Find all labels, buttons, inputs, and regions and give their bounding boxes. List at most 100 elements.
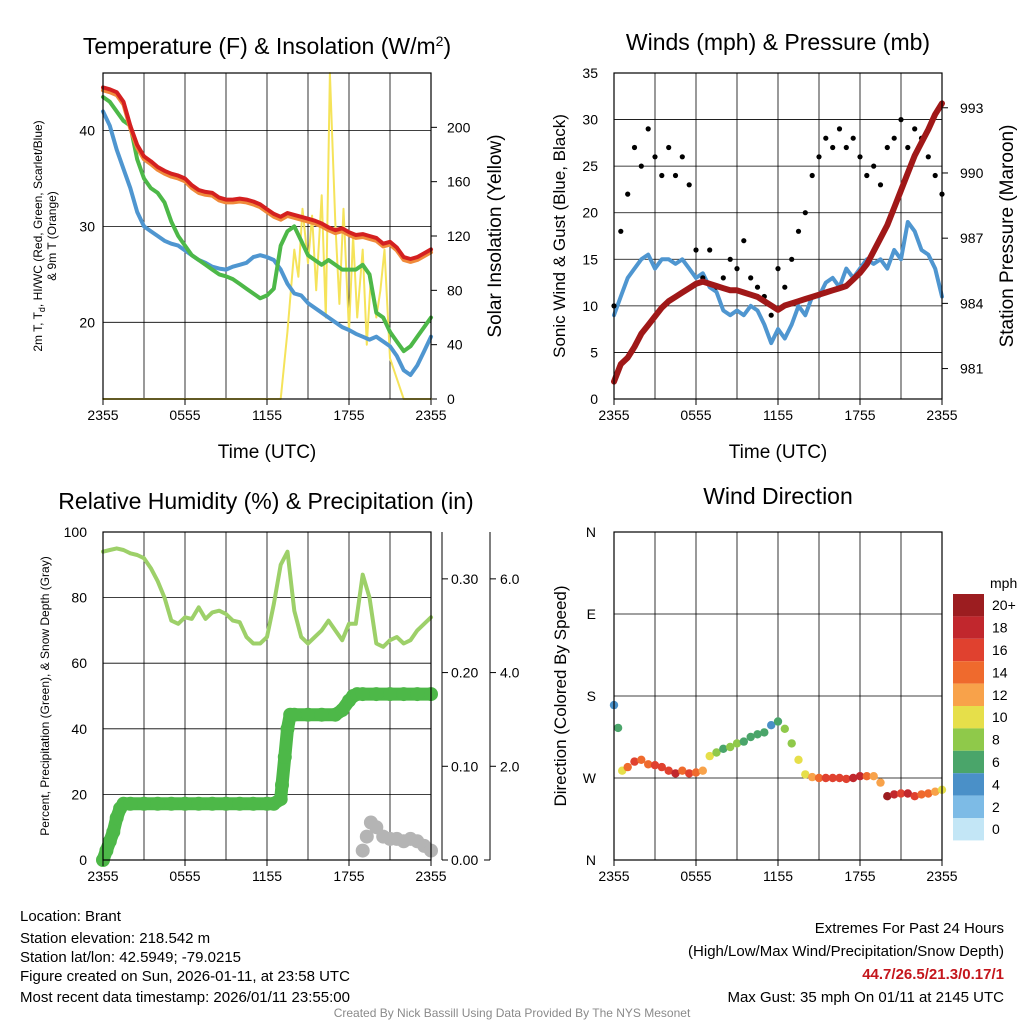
y-right-tick-label: 993 — [960, 100, 984, 116]
precipitation-point — [287, 707, 302, 722]
direction-point — [862, 772, 871, 781]
snow-tick-label: 4.0 — [500, 665, 520, 681]
y-right-tick-label: 0 — [447, 391, 455, 407]
direction-point — [623, 762, 632, 772]
relative-humidity-line — [101, 546, 433, 649]
x-axis-label: Time (UTC) — [218, 442, 317, 463]
gust-point — [693, 247, 699, 253]
legend-label: 18 — [992, 620, 1008, 636]
gust-point — [652, 154, 658, 160]
y-axis-label: Percent, Precipitation (Green), & Snow D… — [38, 556, 52, 835]
direction-point — [801, 770, 810, 779]
snow-tick-label: 2.0 — [500, 758, 520, 774]
y-tick-label: 20 — [79, 314, 95, 330]
gust-point — [754, 284, 761, 290]
legend-swatch — [953, 818, 984, 841]
x-tick-label: 0555 — [680, 407, 711, 423]
x-tick-label: 1755 — [333, 407, 364, 423]
precipitation-point — [123, 796, 138, 811]
legend-title: mph — [990, 575, 1017, 591]
gust-point — [850, 135, 856, 141]
direction-point — [732, 739, 742, 748]
legend-label: 12 — [992, 687, 1008, 703]
gust-point — [741, 238, 747, 244]
x-tick-label: 0555 — [169, 868, 200, 884]
y-tick-label: 20 — [582, 205, 598, 221]
direction-point — [671, 769, 680, 778]
x-tick-label: 1155 — [252, 868, 282, 884]
direction-point — [821, 773, 830, 783]
y-tick-label: 80 — [71, 590, 87, 606]
title-close: ) — [443, 33, 451, 59]
x-tick-label: 1155 — [252, 407, 282, 423]
precipitation-point — [383, 687, 397, 702]
panel-title: Relative Humidity (%) & Precipitation (i… — [58, 488, 473, 514]
precipitation-point — [275, 778, 289, 792]
y-right-tick-label: 981 — [960, 361, 984, 377]
gust-point — [905, 144, 911, 151]
snow-depth-point — [355, 843, 370, 858]
solar-insolation-line — [102, 72, 432, 400]
direction-point — [814, 773, 824, 783]
gust-point — [884, 144, 890, 151]
direction-point — [842, 774, 851, 784]
gust-point — [782, 284, 788, 290]
y-right-tick-label: 80 — [447, 282, 463, 298]
series-line-td — [101, 109, 433, 377]
direction-point — [650, 761, 660, 770]
y-right-tick-label: 990 — [960, 165, 984, 181]
y-axis-label: Direction (Colored By Speed) — [551, 585, 570, 806]
y-right-tick-label: 160 — [447, 174, 471, 190]
gust-point — [720, 275, 726, 281]
gust-point — [802, 210, 808, 216]
y-tick-label: 40 — [79, 123, 95, 139]
direction-point — [883, 792, 892, 801]
direction-point — [664, 766, 673, 775]
direction-point — [931, 787, 940, 796]
legend-label: 16 — [992, 642, 1008, 658]
gust-point — [925, 154, 931, 160]
x-tick-label: 2355 — [926, 407, 957, 423]
extremes-subtitle: (High/Low/Max Wind/Precipitation/Snow De… — [688, 943, 1004, 960]
y-tick-label: 15 — [582, 251, 598, 267]
x-tick-label: 0555 — [169, 407, 200, 423]
y-tick-label: S — [587, 688, 596, 704]
x-axis-label: Time (UTC) — [729, 442, 828, 463]
y-axis-label: Sonic Wind & Gust (Blue, Black) — [550, 114, 569, 358]
direction-point — [630, 757, 639, 766]
station-pressure-line — [611, 100, 945, 385]
precip-tick-label: 0.30 — [451, 571, 478, 587]
direction-point — [924, 789, 933, 798]
direction-point — [890, 790, 899, 799]
direction-point — [691, 768, 701, 777]
precipitation-point — [410, 687, 425, 702]
precip-tick-label: 0.20 — [451, 665, 478, 681]
gust-point — [659, 172, 665, 179]
direction-point — [835, 773, 844, 783]
x-tick-label: 2355 — [87, 868, 118, 884]
x-tick-label: 2355 — [598, 407, 629, 423]
direction-point — [705, 751, 714, 761]
x-tick-label: 2355 — [926, 868, 957, 884]
direction-point — [698, 766, 707, 775]
direction-point — [794, 755, 803, 764]
legend-swatch — [953, 795, 984, 818]
gust-point — [775, 266, 781, 272]
legend-swatch — [953, 616, 984, 639]
temperature-panel: 20 30 40 0 40 80 120 160 200 2355 0555 1155 1755 2355… — [31, 33, 506, 463]
x-tick-label: 1755 — [844, 407, 875, 423]
extremes-values: 44.7/26.5/21.3/0.17/1 — [862, 966, 1004, 983]
direction-point — [726, 742, 735, 752]
precipitation-point — [369, 687, 384, 702]
x-tick-label: 1155 — [763, 407, 793, 423]
panel-title: Temperature (F) & Insolation (W/m2) — [83, 33, 451, 59]
direction-point — [773, 717, 783, 726]
x-tick-label: 2355 — [87, 407, 118, 423]
y-right-axis-label: Solar Insolation (Yellow) — [485, 134, 506, 337]
y-right-tick-label: 120 — [447, 228, 471, 244]
precipitation-point — [355, 687, 370, 702]
extremes-title: Extremes For Past 24 Hours — [814, 920, 1004, 937]
gust-point — [795, 228, 802, 234]
y-axis-label-line2: & 9m T (Orange) — [45, 191, 59, 281]
direction-point — [678, 766, 687, 775]
